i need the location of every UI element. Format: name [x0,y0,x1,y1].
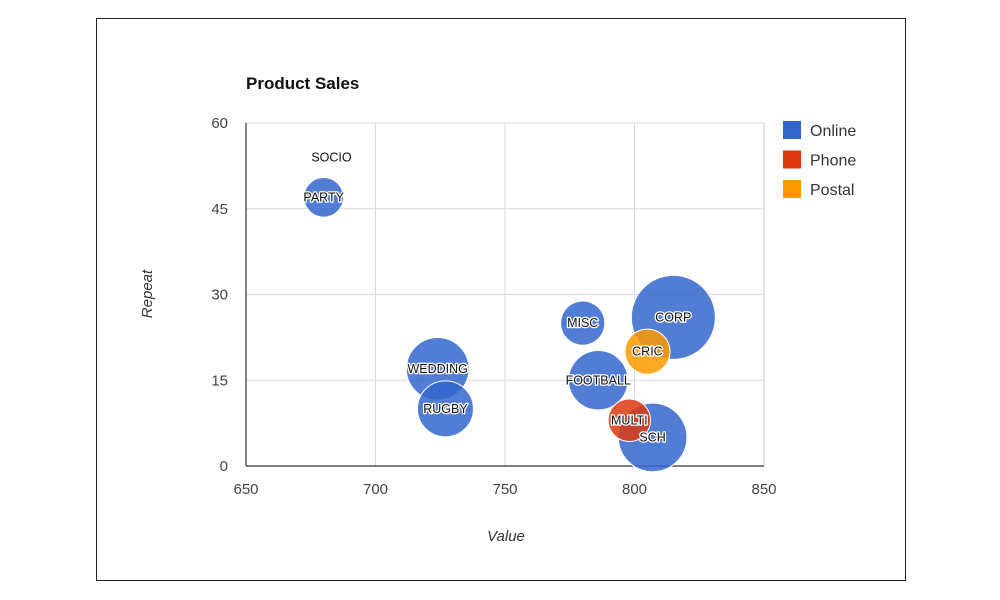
bubble-label-multi: MULTI [611,413,648,427]
legend-swatch-postal [783,180,801,198]
y-tick-label: 30 [211,287,228,304]
bubble-label-party: PARTY [303,190,344,204]
bubble-party[interactable] [303,177,344,218]
bubble-label-corp: CORP [655,310,691,324]
bubble-label-wedding: WEDDING [407,362,467,376]
bubble-label-football: FOOTBALL [566,373,631,387]
bubbles [303,177,716,473]
legend-swatch-phone [783,150,801,169]
y-tick-label: 15 [211,372,228,389]
legend-label-phone[interactable]: Phone [810,153,856,170]
bubble-football[interactable] [568,350,629,411]
legend-label-postal[interactable]: Postal [810,182,854,199]
y-axis-title: Repeat [139,269,156,318]
tick-labels: 650 700 750 800 850 0 15 30 45 60 [211,115,776,498]
legend-swatch-online [783,121,801,139]
bubble-rugby[interactable] [416,380,474,438]
x-tick-label: 700 [363,481,388,498]
x-tick-label: 750 [492,481,517,498]
chart-frame [96,18,906,581]
legend-label-online[interactable]: Online [810,123,856,140]
bubble-misc[interactable] [560,300,606,346]
chart-title: Product Sales [246,74,359,93]
y-tick-label: 60 [211,115,228,132]
bubble-label-rugby: RUGBY [423,402,468,416]
bubble-cric[interactable] [624,328,671,375]
bubble-multi[interactable] [607,398,652,442]
bubble-labels: SOCIO PARTY WEDDING RUGBY MISC FOOTBALL CORP SC… [302,149,693,446]
bubble-label-sch: SCH [639,430,665,444]
y-tick-label: 0 [220,458,228,475]
x-tick-label: 800 [622,481,647,498]
bubble-label-misc: MISC [567,316,598,330]
bubble-label-socio: SOCIO [311,150,352,164]
x-tick-label: 650 [233,481,258,498]
y-tick-label: 45 [211,201,228,218]
x-axis-title: Value [487,528,525,545]
bubble-label-cric: CRIC [632,345,663,359]
x-tick-label: 850 [751,481,776,498]
legend: Online Phone Postal [783,121,856,199]
